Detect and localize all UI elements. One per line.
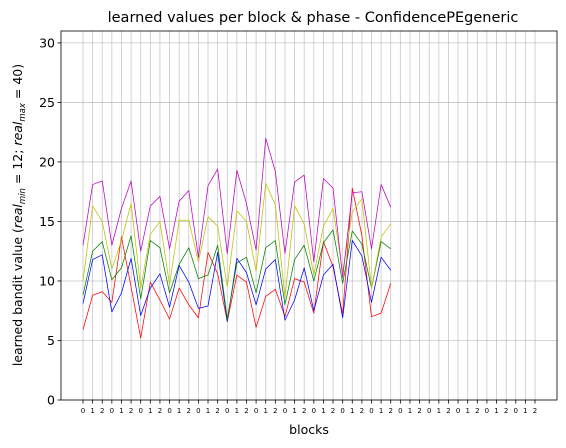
x-tick-label: 1 [408, 407, 412, 415]
y-tick-label: 15 [39, 214, 55, 229]
x-tick-label: 0 [196, 407, 200, 415]
x-tick-label: 0 [225, 407, 229, 415]
y-axis-label-real-min: real [10, 204, 25, 228]
x-tick-label: 2 [273, 407, 277, 415]
y-axis: 0 5 10 15 20 25 30 [39, 35, 61, 408]
x-tick-label: 0 [369, 407, 373, 415]
chart-title: learned values per block & phase - Confi… [108, 10, 519, 26]
x-tick-label: 0 [167, 407, 171, 415]
x-tick-label: 0 [340, 407, 344, 415]
x-tick-label: 2 [302, 407, 306, 415]
x-tick-label: 1 [321, 407, 325, 415]
x-tick-label: 2 [158, 407, 162, 415]
plot-frame [60, 30, 558, 401]
series-line-5 [82, 137, 392, 278]
grid [61, 31, 557, 401]
y-tick-label: 5 [47, 333, 55, 348]
x-tick-label: 0 [138, 407, 142, 415]
x-tick-label: 0 [514, 407, 518, 415]
x-tick-label: 0 [485, 407, 489, 415]
y-tick-label: 20 [39, 154, 55, 169]
y-axis-label-eq1: = 12; [10, 146, 25, 189]
x-tick-label: 1 [90, 407, 94, 415]
x-tick-label: 2 [417, 407, 421, 415]
x-tick-label: 2 [475, 407, 479, 415]
series-lines [82, 137, 392, 339]
x-tick-label: 1 [465, 407, 469, 415]
x-tick-label: 0 [110, 407, 114, 415]
x-tick-label: 2 [533, 407, 537, 415]
x-tick-label: 1 [148, 407, 152, 415]
y-axis-label-main: learned bandit value ( [10, 228, 25, 366]
x-tick-label: 2 [331, 407, 335, 415]
x-tick-label: 2 [129, 407, 133, 415]
x-tick-label: 0 [427, 407, 431, 415]
x-tick-label: 1 [523, 407, 527, 415]
y-axis-label-real-max: real [10, 121, 25, 145]
x-tick-label: 1 [350, 407, 354, 415]
y-axis-label-eq2: = 40) [10, 64, 25, 103]
x-tick-label: 0 [254, 407, 258, 415]
y-tick-label: 25 [39, 95, 55, 110]
x-tick-label: 2 [389, 407, 393, 415]
x-tick-label: 1 [177, 407, 181, 415]
series-line-4 [82, 182, 392, 299]
x-tick-label: 1 [379, 407, 383, 415]
x-tick-label: 1 [437, 407, 441, 415]
y-axis-label-sub-min: min [18, 188, 28, 204]
x-tick-label: 1 [235, 407, 239, 415]
x-tick-label: 2 [244, 407, 248, 415]
series-line-2 [82, 240, 392, 322]
x-tick-label: 2 [187, 407, 191, 415]
y-axis-label: learned bandit value (realmin = 12; real… [10, 64, 28, 366]
x-tick-label: 0 [398, 407, 402, 415]
x-tick-label: 0 [456, 407, 460, 415]
x-tick-label: 2 [360, 407, 364, 415]
x-tick-label: 0 [81, 407, 85, 415]
x-axis-label: blocks [289, 422, 329, 437]
x-tick-label: 1 [119, 407, 123, 415]
x-tick-label: 2 [446, 407, 450, 415]
x-tick-label: 2 [215, 407, 219, 415]
x-tick-label: 1 [494, 407, 498, 415]
x-tick-label: 1 [206, 407, 210, 415]
y-tick-label: 30 [39, 35, 55, 50]
x-tick-label: 0 [312, 407, 316, 415]
y-tick-label: 10 [39, 273, 55, 288]
x-tick-label: 2 [100, 407, 104, 415]
x-tick-label: 1 [292, 407, 296, 415]
x-tick-label: 0 [283, 407, 287, 415]
x-tick-label: 1 [263, 407, 267, 415]
y-tick-label: 0 [47, 393, 55, 408]
series-line-3 [82, 229, 391, 320]
x-tick-label: 2 [504, 407, 508, 415]
y-axis-label-sub-max: max [18, 102, 28, 121]
